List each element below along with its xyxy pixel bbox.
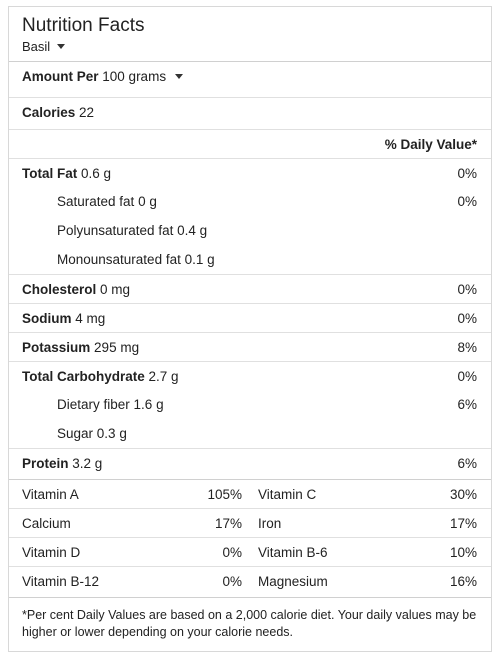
nutrient-row-potassium: Potassium 295 mg 8% [9,332,491,361]
nutrient-pct: 6% [457,397,477,412]
nutrient-name: Dietary fiber [57,397,130,412]
food-name: Basil [22,39,51,54]
nutrient-amount: 2.7 g [148,368,179,384]
serving-row: Amount Per 100 grams [9,61,491,90]
nutrient-name: Polyunsaturated fat [57,223,174,238]
nutrient-row-protein: Protein 3.2 g 6% [9,448,491,477]
vitamin-pct: 105% [207,487,242,502]
nutrient-row-total-fat: Total Fat 0.6 g 0% [9,158,491,187]
vitamin-pct: 10% [449,545,477,560]
vitamin-name: Vitamin D [22,545,81,560]
vitamin-name: Calcium [22,516,71,531]
serving-amount: 100 grams [102,68,167,84]
daily-value-header-row: % Daily Value* [9,129,491,158]
nutrient-row-dietary-fiber: Dietary fiber 1.6 g 6% [9,390,491,419]
vitamin-name: Vitamin B-6 [258,545,328,560]
vitamin-pct: 0% [222,574,242,589]
vitamin-pct: 17% [214,516,242,531]
nutrient-amount: 295 mg [94,339,140,355]
nutrient-name: Potassium [22,339,91,355]
nutrient-name: Cholesterol [22,281,97,297]
daily-value-header: % Daily Value* [384,136,477,152]
vitamin-name: Vitamin B-12 [22,574,100,589]
nutrient-amount: 0 g [138,194,157,209]
nutrient-name: Saturated fat [57,194,135,209]
vitamin-row: Vitamin D 0% Vitamin B-6 10% [9,537,491,567]
nutrient-pct: 0% [457,281,477,297]
daily-value-footnote: *Per cent Daily Values are based on a 2,… [22,608,477,639]
nutrient-amount: 0.3 g [96,426,127,441]
vitamin-pct: 16% [449,574,477,589]
vitamin-pct: 30% [449,487,477,502]
nutrient-row-total-carbohydrate: Total Carbohydrate 2.7 g 0% [9,361,491,390]
nutrient-row-cholesterol: Cholesterol 0 mg 0% [9,274,491,303]
nutrient-row-monounsaturated-fat: Monounsaturated fat 0.1 g [9,245,491,274]
vitamin-pct: 0% [222,545,242,560]
nutrient-name: Protein [22,455,69,471]
vitamin-name: Vitamin C [258,487,317,502]
nutrient-amount: 4 mg [75,310,106,326]
calories-row: Calories 22 [9,97,491,126]
nutrient-amount: 0.4 g [177,223,208,238]
nutrient-name: Sugar [57,426,94,441]
nutrient-amount: 3.2 g [72,455,103,471]
nutrient-amount: 0 mg [100,281,131,297]
nutrient-pct: 0% [457,194,477,209]
chevron-down-icon [175,73,184,79]
nutrient-amount: 0.6 g [81,165,112,181]
nutrient-pct: 8% [457,339,477,355]
vitamin-name: Vitamin A [22,487,79,502]
nutrition-facts-card: Nutrition Facts Basil Amount Per 100 gra… [8,6,492,652]
amount-per-label: Amount Per [22,68,99,84]
vitamin-name: Magnesium [258,574,328,589]
calories-label: Calories [22,104,76,120]
chevron-down-icon [57,44,66,49]
vitamin-name: Iron [258,516,282,531]
nutrient-pct: 0% [457,368,477,384]
nutrient-pct: 6% [457,455,477,471]
vitamin-row: Vitamin B-12 0% Magnesium 16% [9,566,491,596]
nutrient-row-sugar: Sugar 0.3 g [9,419,491,448]
serving-size-selector[interactable]: Amount Per 100 grams [22,68,184,84]
footnote-divider [9,597,491,598]
nutrient-pct: 0% [457,310,477,326]
food-selector[interactable]: Basil [22,39,144,54]
calories-value: 22 [79,104,95,120]
nutrient-row-saturated-fat: Saturated fat 0 g 0% [9,187,491,216]
nutrient-amount: 0.1 g [184,252,215,267]
vitamin-row: Vitamin A 105% Vitamin C 30% [9,479,491,509]
nutrient-name: Sodium [22,310,72,326]
nutrient-name: Total Carbohydrate [22,368,145,384]
nutrient-row-sodium: Sodium 4 mg 0% [9,303,491,332]
vitamin-pct: 17% [449,516,477,531]
nutrition-header: Nutrition Facts Basil [22,15,144,54]
nutrient-name: Monounsaturated fat [57,252,181,267]
nutrition-title: Nutrition Facts [22,15,145,36]
nutrient-amount: 1.6 g [133,397,164,412]
nutrient-name: Total Fat [22,165,78,181]
vitamin-row: Calcium 17% Iron 17% [9,508,491,538]
nutrient-pct: 0% [457,165,477,181]
nutrient-row-polyunsaturated-fat: Polyunsaturated fat 0.4 g [9,216,491,245]
